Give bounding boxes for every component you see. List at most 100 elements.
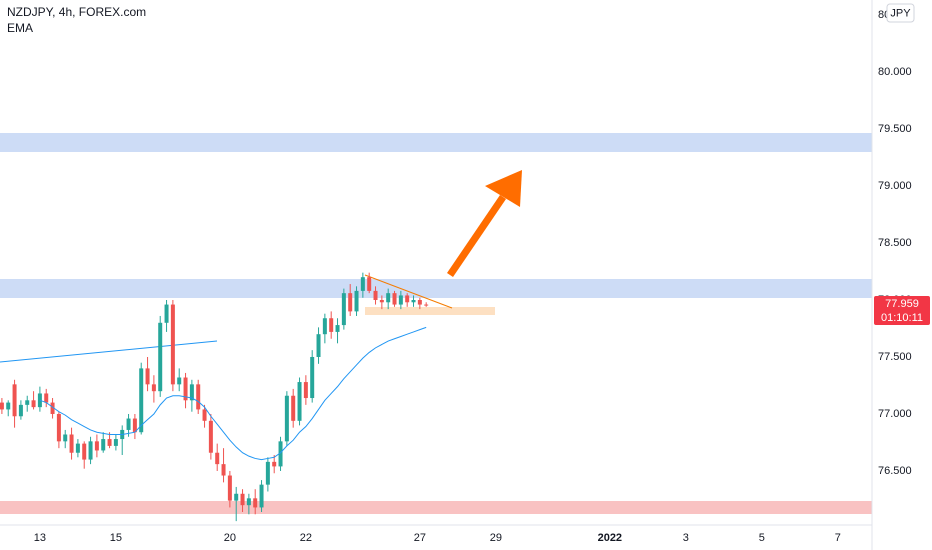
x-tick-label: 27 (414, 532, 426, 544)
y-tick-label: 77.500 (878, 351, 912, 363)
candle-body (246, 498, 251, 506)
arrow-head (485, 170, 522, 207)
candle-body (291, 395, 296, 421)
ema-line (39, 326, 427, 461)
candle-body (82, 443, 87, 460)
candle-body (398, 295, 403, 305)
candle-body (196, 384, 201, 410)
candle-body (265, 461, 270, 485)
candle-body (170, 304, 175, 385)
candle-body (259, 484, 264, 508)
candle-body (284, 395, 289, 442)
arrow-shaft (447, 195, 506, 277)
candle-body (25, 400, 30, 405)
candle-body (221, 464, 226, 476)
candle-body (6, 402, 11, 410)
y-tick-label: 79.500 (878, 123, 912, 135)
candle-body (101, 439, 106, 451)
x-tick-label: 15 (110, 532, 122, 544)
triangle-line (364, 274, 453, 309)
candle-body (386, 293, 391, 303)
candle-body (50, 402, 55, 414)
candle-body (272, 461, 277, 467)
x-tick-label: 5 (759, 532, 765, 544)
candle-body (417, 300, 422, 305)
countdown: 01:10:11 (881, 312, 923, 324)
x-tick-label: 22 (300, 532, 312, 544)
x-tick-label: 7 (835, 532, 841, 544)
candle-body (145, 368, 150, 385)
candle-body (227, 475, 232, 501)
candle-body (373, 290, 378, 300)
indicator-label: EMA (7, 21, 33, 35)
candle-body (94, 441, 99, 451)
candle-body (405, 295, 410, 303)
x-tick-label: 20 (224, 532, 236, 544)
resistance-zone (0, 133, 872, 152)
candle-body (215, 452, 220, 465)
price-tag: 77.959 01:10:11 (874, 296, 930, 325)
candle-body (278, 441, 283, 467)
candle-body (335, 325, 340, 332)
x-tick-label: 3 (683, 532, 689, 544)
candle-body (56, 413, 61, 442)
candle-body (63, 434, 68, 442)
candle-body (329, 318, 334, 332)
x-tick-label: 29 (490, 532, 502, 544)
last-price: 77.959 (885, 298, 919, 310)
currency-label: JPY (890, 7, 911, 19)
candle-body (240, 493, 245, 506)
resistance-zone (0, 279, 872, 298)
candle-body (316, 334, 321, 357)
price-tag-box (874, 296, 930, 325)
y-tick-label: 79.000 (878, 180, 912, 192)
candle-body (107, 439, 112, 446)
candle-body (297, 382, 302, 421)
x-tick-label: 2022 (598, 532, 622, 544)
candle-body (354, 290, 359, 312)
candle-body (348, 293, 353, 312)
candle-body (18, 404, 23, 417)
candle-body (379, 300, 384, 303)
candle-body (177, 377, 182, 385)
candle-body (31, 400, 36, 408)
y-tick-label: 77.000 (878, 408, 912, 420)
candle-body (303, 382, 308, 399)
candle-body (113, 439, 118, 446)
candle-body (411, 300, 416, 303)
x-tick-label: 13 (34, 532, 46, 544)
candle-body (234, 493, 239, 501)
support-zone (0, 501, 872, 514)
mark-layer (0, 272, 429, 522)
candle-body (151, 384, 156, 392)
candle-body (75, 443, 80, 453)
y-tick-label: 80.000 (878, 66, 912, 78)
candle-body (44, 393, 49, 403)
candle-body (12, 384, 17, 417)
candle-body (158, 322, 163, 392)
candle-body (183, 377, 188, 401)
breakout-zone (365, 307, 495, 315)
candle-body (0, 402, 4, 410)
candle-body (202, 409, 207, 421)
candle-body (424, 304, 429, 306)
candle-body (253, 498, 258, 508)
candle-body (132, 418, 137, 433)
candle-body (392, 293, 397, 305)
chart-title: NZDJPY, 4h, FOREX.com (7, 5, 146, 19)
currency-badge[interactable] (886, 3, 915, 23)
candle-body (360, 277, 365, 291)
candle-body (139, 368, 144, 433)
candle-body (322, 318, 327, 335)
candle-body (367, 277, 372, 291)
trend-line (0, 340, 218, 363)
y-tick-label: 76.500 (878, 465, 912, 477)
candle-body (164, 304, 169, 323)
candle-body (88, 441, 93, 460)
y-tick-label: 78.500 (878, 237, 912, 249)
candle-body (189, 384, 194, 401)
candle-body (310, 356, 315, 399)
